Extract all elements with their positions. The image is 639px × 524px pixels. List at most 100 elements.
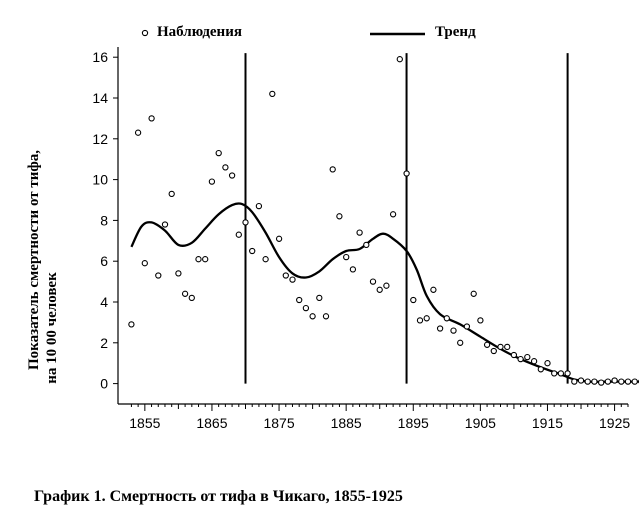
trend-series (130, 202, 639, 383)
observation-point (168, 190, 175, 198)
observation-point (410, 296, 417, 304)
observation-point (242, 219, 249, 226)
observation-point (349, 266, 357, 273)
observation-point (376, 286, 383, 293)
observation-point (175, 270, 182, 277)
observation-point (584, 378, 591, 385)
y-tick-label: 2 (100, 335, 108, 351)
observation-point (289, 276, 296, 283)
observation-point (624, 378, 632, 385)
observation-point (235, 231, 242, 238)
observation-point (161, 221, 169, 228)
y-tick-label: 4 (100, 294, 108, 310)
observation-point (564, 370, 571, 377)
observation-point (296, 296, 303, 304)
observation-point (483, 341, 491, 348)
observation-point (343, 253, 350, 261)
observation-point (188, 294, 195, 302)
observation-point (363, 241, 370, 249)
vertical-lines (244, 53, 569, 384)
y-tick-label: 8 (100, 212, 108, 228)
x-tick-label: 1865 (196, 415, 227, 431)
observation-point (275, 235, 283, 242)
observation-point (436, 325, 444, 332)
observation-point (470, 290, 477, 297)
y-axis-label-line-1: Показатель смертности от тифа, (26, 150, 42, 370)
y-tick-label: 16 (92, 49, 108, 65)
axes: 0 2 4 6 8 10 12 14 16 1855 1865 1875 1885 1895 1905 191… (92, 47, 630, 431)
legend-marker-observations (141, 29, 149, 37)
x-tick-label: 1905 (465, 415, 496, 431)
observation-point (477, 317, 484, 324)
observation-point (255, 202, 263, 210)
observation-point (524, 353, 531, 361)
y-tick-label: 14 (92, 90, 108, 106)
observation-point (215, 149, 222, 157)
observation-point (316, 294, 323, 302)
legend-label-trend: Тренд (435, 24, 476, 40)
observation-point (490, 347, 497, 355)
observation-point (577, 377, 585, 384)
observation-point (356, 229, 363, 236)
observation-point (141, 260, 148, 267)
observation-point (551, 370, 558, 377)
observation-point (430, 286, 437, 293)
observation-point (544, 360, 551, 367)
observation-point (195, 256, 202, 263)
observation-point (530, 358, 538, 365)
observation-point (222, 164, 229, 171)
observation-point (537, 366, 544, 373)
y-axis-label-line-2: на 10 00 человек (44, 272, 60, 384)
observation-point (208, 178, 216, 185)
observation-point (591, 378, 598, 385)
chart-caption: График 1. Смертность от тифа в Чикаго, 1… (34, 488, 403, 505)
observation-point (329, 166, 336, 173)
legend: Наблюдения Тренд (141, 24, 476, 40)
observation-point (134, 129, 142, 136)
observation-point (598, 379, 605, 386)
observation-point (403, 170, 410, 177)
observation-point (504, 343, 511, 351)
observation-point (302, 304, 310, 312)
observation-point (423, 315, 430, 322)
x-tick-label: 1855 (129, 415, 160, 431)
y-tick-label: 10 (92, 172, 108, 188)
trend-line (130, 202, 639, 383)
observation-point (336, 213, 343, 220)
observation-point (181, 290, 189, 297)
observation-point (282, 272, 289, 279)
observation-point (128, 321, 135, 328)
y-tick-label: 6 (100, 253, 108, 269)
observation-point (396, 56, 403, 63)
observation-point (416, 317, 424, 324)
x-tick-label: 1925 (599, 415, 630, 431)
observation-point (463, 323, 471, 330)
x-tick-label: 1885 (331, 415, 362, 431)
observation-point (611, 377, 618, 384)
observation-point (557, 370, 565, 377)
y-tick-label: 12 (92, 131, 108, 147)
observation-point (148, 115, 155, 122)
observation-point (517, 355, 524, 363)
observation-point (383, 282, 390, 289)
observation-point (249, 247, 256, 255)
observation-point (228, 172, 236, 179)
observation-point (322, 313, 330, 320)
observation-point (389, 211, 397, 218)
observation-point (604, 378, 612, 385)
observation-points (128, 56, 639, 386)
observation-point (369, 278, 377, 285)
observation-point (510, 351, 518, 359)
observation-point (618, 378, 625, 385)
observation-point (571, 378, 578, 385)
observation-point (309, 313, 316, 320)
x-tick-label: 1895 (398, 415, 429, 431)
observation-point (262, 256, 269, 263)
observation-point (450, 327, 457, 334)
observation-point (443, 315, 450, 322)
y-tick-label: 0 (100, 376, 108, 392)
observation-point (631, 378, 638, 385)
observation-point (269, 90, 276, 98)
observation-point (155, 272, 162, 279)
observation-point (202, 256, 209, 263)
